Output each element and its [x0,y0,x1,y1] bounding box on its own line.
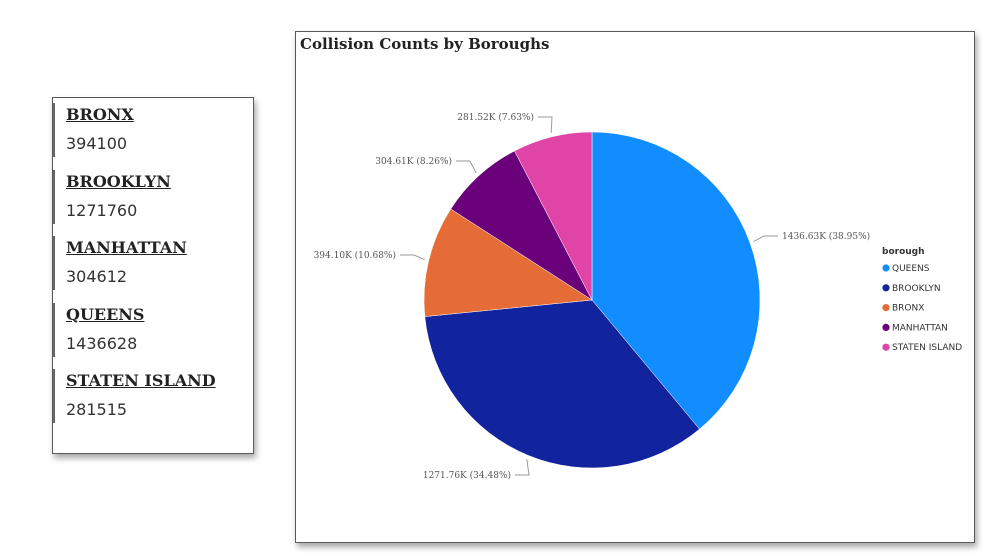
legend-item[interactable]: QUEENS [882,264,930,274]
leader-line [515,459,530,476]
legend-item[interactable]: STATEN ISLAND [882,343,962,353]
data-label: 304.61K (8.26%) [375,156,452,167]
borough-label: MANHATTAN [66,238,187,257]
accent-bar [53,303,55,357]
legend-item[interactable]: BRONX [882,304,924,314]
data-label: 281.52K (7.63%) [457,112,534,123]
data-label: 1436.63K (38.95%) [782,231,870,242]
pie-chart: 1436.63K (38.95%) 1271.76K (34.48%) 394.10… [314,112,963,481]
leader-line [753,235,778,242]
legend-marker [882,284,890,292]
pie-slice-brooklyn[interactable] [424,299,700,469]
legend-label: BRONX [892,304,924,314]
borough-value: 304612 [66,267,128,286]
accent-bar [53,103,55,157]
borough-label: STATEN ISLAND [66,371,216,390]
legend-marker [882,304,890,312]
borough-value: 281515 [66,400,128,419]
borough-card: BRONX 394100 BROOKLYN 1271760 MANHATTAN 30461… [52,97,254,454]
legend-item[interactable]: BROOKLYN [882,284,941,294]
legend-marker [882,323,890,331]
legend-label: QUEENS [892,264,930,274]
legend-label: BROOKLYN [892,284,941,294]
legend-title: borough [882,247,925,257]
legend-label: STATEN ISLAND [892,343,962,353]
leader-line [538,116,553,133]
legend-marker [882,264,890,272]
chart-title: Collision Counts by Boroughs [300,35,550,53]
pie-slice-staten-island[interactable] [514,131,593,301]
pie-slice-manhattan[interactable] [450,150,593,301]
borough-label: BROOKLYN [66,172,171,191]
borough-label: BRONX [66,105,134,124]
pie-slice-bronx[interactable] [423,208,593,317]
legend-item[interactable]: MANHATTAN [882,323,948,333]
accent-bar [53,170,55,224]
borough-value: 1436628 [66,334,138,353]
leader-line [456,160,477,174]
legend-marker [882,343,890,351]
leader-line [400,254,425,261]
borough-list: BRONX 394100 BROOKLYN 1271760 MANHATTAN 30461… [53,98,253,453]
legend-label: MANHATTAN [892,323,948,333]
borough-label: QUEENS [66,305,145,324]
borough-value: 1271760 [66,201,138,220]
data-label: 1271.76K (34.48%) [423,470,511,481]
accent-bar [53,236,55,290]
data-label: 394.10K (10.68%) [314,250,396,261]
pie-chart-visual[interactable]: Collision Counts by Boroughs 1436.63K (3… [295,31,975,543]
accent-bar [53,369,55,423]
pie-slice-queens[interactable] [591,131,761,430]
borough-value: 394100 [66,134,128,153]
